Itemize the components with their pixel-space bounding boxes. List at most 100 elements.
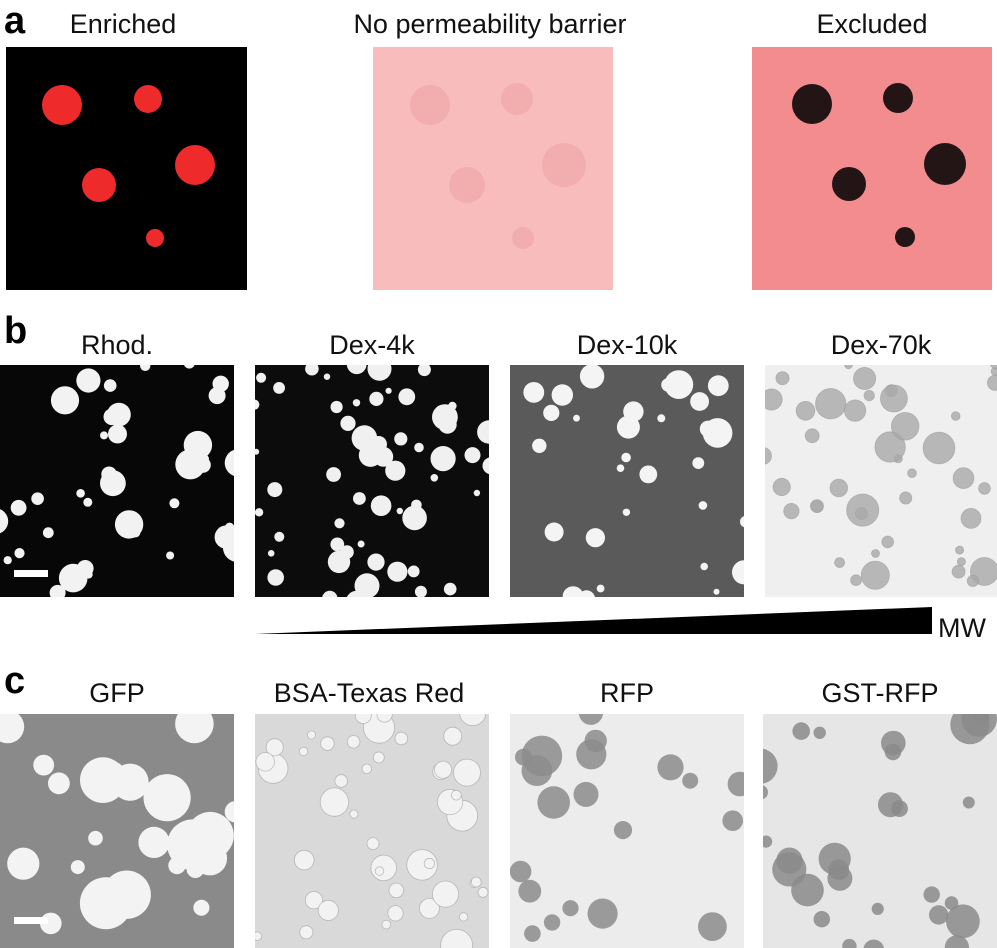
droplet bbox=[370, 495, 392, 516]
droplet bbox=[907, 468, 917, 478]
droplet bbox=[846, 493, 880, 527]
droplet bbox=[255, 399, 260, 410]
droplet bbox=[459, 714, 487, 727]
droplet bbox=[473, 489, 481, 497]
mw-label: MW bbox=[938, 613, 986, 643]
droplet bbox=[952, 467, 975, 489]
title-bsa-texas-red: BSA-Texas Red bbox=[273, 678, 465, 708]
droplet bbox=[361, 763, 373, 775]
droplet bbox=[100, 470, 126, 497]
enriched-droplet bbox=[82, 168, 116, 202]
micrograph-gfp bbox=[0, 714, 234, 948]
droplet bbox=[621, 452, 631, 463]
droplet bbox=[698, 912, 727, 941]
droplet bbox=[661, 378, 675, 392]
droplet bbox=[950, 714, 990, 745]
droplet bbox=[544, 522, 564, 542]
droplet bbox=[596, 584, 605, 593]
droplet bbox=[367, 553, 385, 571]
droplet bbox=[349, 809, 359, 819]
droplet bbox=[140, 365, 151, 371]
droplet bbox=[195, 457, 211, 473]
droplet bbox=[871, 549, 880, 558]
panel-label-a: a bbox=[4, 0, 26, 42]
droplet bbox=[430, 474, 439, 482]
droplet bbox=[138, 826, 170, 858]
droplet bbox=[267, 482, 283, 498]
droplet bbox=[613, 821, 633, 840]
droplet bbox=[369, 391, 384, 406]
title-excluded: Excluded bbox=[816, 9, 928, 39]
droplet bbox=[387, 561, 408, 582]
droplet bbox=[815, 388, 847, 420]
droplet bbox=[267, 569, 284, 586]
droplet bbox=[763, 785, 768, 800]
droplet bbox=[944, 935, 969, 948]
droplet bbox=[430, 446, 456, 472]
title-dex-4k: Dex-4k bbox=[329, 330, 415, 360]
droplet bbox=[305, 365, 319, 376]
droplet bbox=[396, 507, 403, 515]
title-dex-70k: Dex-70k bbox=[830, 330, 932, 360]
droplet bbox=[394, 432, 408, 446]
droplet bbox=[616, 464, 625, 472]
scale-bar bbox=[14, 570, 48, 577]
droplet bbox=[899, 491, 913, 505]
droplet bbox=[417, 365, 431, 377]
droplet bbox=[367, 365, 392, 381]
title-dex-10k: Dex-10k bbox=[576, 330, 678, 360]
droplet bbox=[304, 891, 324, 910]
droplet bbox=[103, 379, 117, 392]
droplet bbox=[763, 748, 778, 784]
droplet bbox=[844, 399, 867, 422]
droplet bbox=[874, 431, 906, 463]
micrograph-gst-rfp bbox=[763, 714, 997, 948]
droplet bbox=[955, 545, 965, 555]
droplet bbox=[354, 573, 380, 597]
droplet bbox=[120, 767, 139, 785]
droplet bbox=[418, 897, 440, 919]
droplet bbox=[573, 781, 599, 807]
droplet bbox=[783, 503, 800, 520]
enriched-droplet bbox=[175, 145, 215, 185]
droplet bbox=[810, 499, 824, 514]
droplet bbox=[477, 420, 489, 444]
droplet bbox=[114, 510, 144, 539]
droplet bbox=[792, 722, 810, 740]
enriched-droplet bbox=[42, 85, 82, 125]
scale-bar bbox=[14, 917, 48, 924]
droplet bbox=[0, 714, 25, 744]
droplet bbox=[459, 912, 469, 922]
droplet bbox=[100, 431, 108, 440]
excluded-droplet bbox=[883, 83, 913, 113]
droplet bbox=[322, 590, 338, 597]
droplet bbox=[443, 582, 457, 596]
droplet bbox=[579, 365, 605, 389]
droplet bbox=[477, 886, 489, 898]
title-rhod: Rhod. bbox=[80, 330, 154, 360]
droplet bbox=[657, 414, 666, 423]
droplet bbox=[387, 905, 404, 922]
droplet bbox=[765, 388, 783, 411]
droplet bbox=[3, 556, 12, 565]
droplet bbox=[407, 565, 420, 578]
droplet bbox=[879, 384, 908, 413]
micrograph-dex-10k bbox=[510, 365, 744, 597]
droplet bbox=[175, 714, 214, 744]
droplet bbox=[850, 574, 862, 587]
droplet bbox=[108, 424, 127, 444]
droplet bbox=[274, 531, 285, 542]
droplet bbox=[578, 590, 595, 597]
droplet bbox=[320, 736, 335, 751]
droplet bbox=[381, 919, 392, 930]
droplet bbox=[922, 431, 956, 465]
droplet bbox=[374, 866, 385, 876]
droplet bbox=[423, 857, 435, 870]
droplet bbox=[255, 508, 264, 517]
droplet bbox=[143, 774, 191, 822]
droplet bbox=[702, 418, 733, 448]
droplet bbox=[346, 365, 367, 375]
droplet bbox=[707, 375, 729, 397]
droplet bbox=[330, 400, 343, 414]
droplet bbox=[193, 899, 210, 916]
